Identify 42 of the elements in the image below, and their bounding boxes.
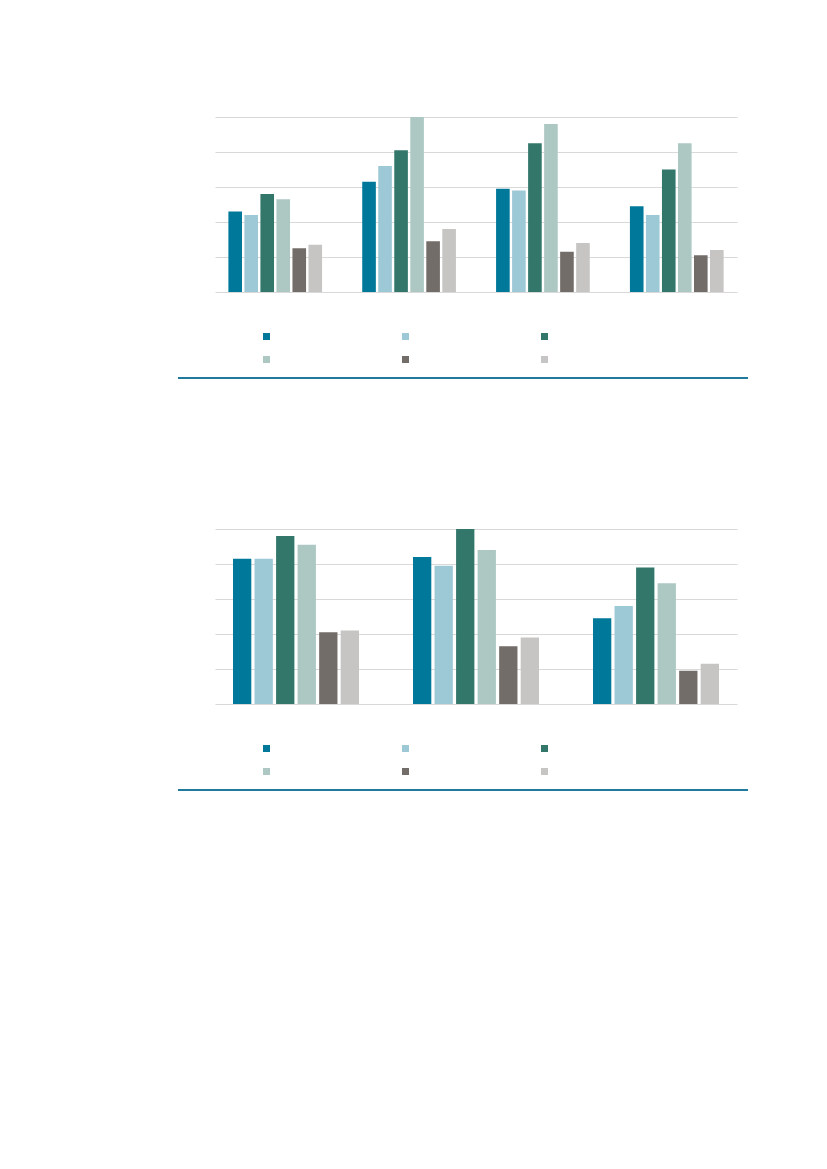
bar [614,606,633,704]
bar [520,637,539,704]
bar [442,229,456,292]
bar [297,544,316,704]
bar [244,215,259,292]
bar [456,529,475,704]
bar [426,241,440,292]
bar [528,143,542,292]
bar [233,558,252,704]
bar [434,565,453,704]
bar [576,243,590,292]
bar [661,169,676,292]
bar [319,632,338,704]
bar [700,663,719,704]
bar [657,583,676,704]
bar [629,206,644,292]
bar [560,251,574,292]
bar [378,166,392,292]
bar [276,199,291,292]
bar [340,630,359,704]
bar [394,150,408,292]
bar [254,558,273,704]
bar [512,190,526,292]
bar [496,188,510,292]
bar [636,567,655,704]
bar [362,181,376,292]
bar [276,536,295,704]
bar [410,117,424,292]
bar [499,646,518,704]
bar [677,143,692,292]
bar [308,244,323,292]
bar [292,248,307,292]
bar [710,250,724,292]
bar [413,557,432,704]
bar [228,211,242,292]
bar [693,255,708,292]
bar [679,670,698,704]
bar [477,550,496,704]
bar [593,618,612,704]
bar [645,215,660,292]
bar [260,194,275,292]
bar [544,124,558,292]
